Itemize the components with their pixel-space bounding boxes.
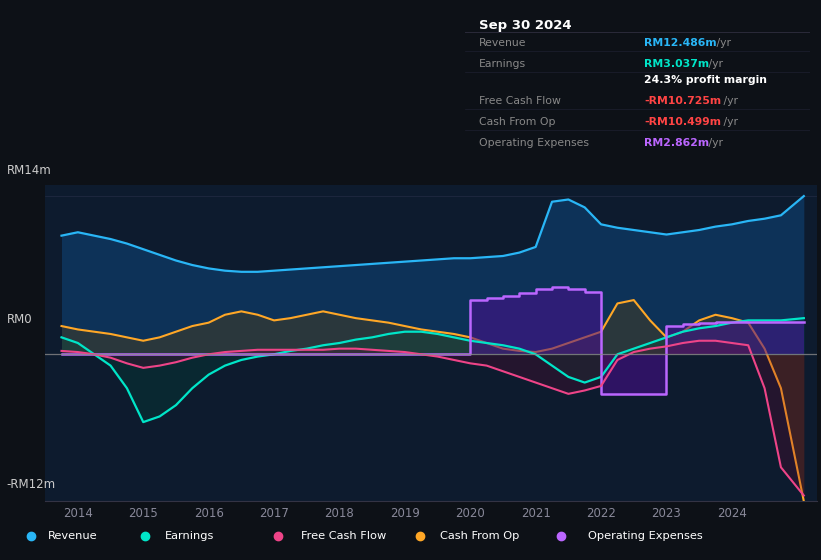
Text: /yr: /yr xyxy=(720,117,738,127)
Text: 24.3% profit margin: 24.3% profit margin xyxy=(644,76,768,86)
Text: -RM10.725m: -RM10.725m xyxy=(644,96,722,106)
Text: -RM10.499m: -RM10.499m xyxy=(644,117,722,127)
Text: Sep 30 2024: Sep 30 2024 xyxy=(479,19,571,32)
Text: /yr: /yr xyxy=(713,39,731,49)
Text: /yr: /yr xyxy=(720,96,738,106)
Text: Free Cash Flow: Free Cash Flow xyxy=(479,96,561,106)
Text: /yr: /yr xyxy=(705,138,723,148)
Text: Revenue: Revenue xyxy=(48,531,98,541)
Text: RM3.037m: RM3.037m xyxy=(644,59,709,69)
Text: /yr: /yr xyxy=(705,59,723,69)
Text: Cash From Op: Cash From Op xyxy=(440,531,520,541)
Text: Revenue: Revenue xyxy=(479,39,526,49)
Text: RM0: RM0 xyxy=(7,312,32,326)
Text: Earnings: Earnings xyxy=(165,531,215,541)
Text: RM12.486m: RM12.486m xyxy=(644,39,717,49)
Text: RM14m: RM14m xyxy=(7,164,52,178)
Text: RM2.862m: RM2.862m xyxy=(644,138,709,148)
Text: -RM12m: -RM12m xyxy=(7,478,56,491)
Text: Free Cash Flow: Free Cash Flow xyxy=(300,531,386,541)
Text: Earnings: Earnings xyxy=(479,59,526,69)
Text: Cash From Op: Cash From Op xyxy=(479,117,555,127)
Text: Operating Expenses: Operating Expenses xyxy=(588,531,703,541)
Text: Operating Expenses: Operating Expenses xyxy=(479,138,589,148)
